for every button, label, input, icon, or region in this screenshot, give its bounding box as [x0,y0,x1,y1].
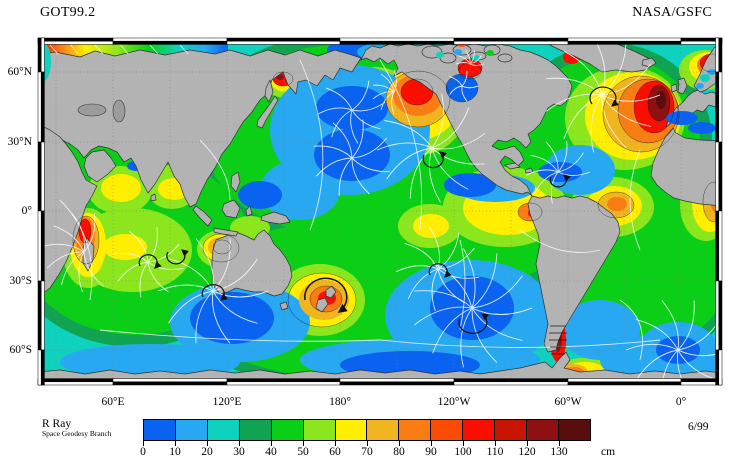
colorbar-segment [303,420,336,440]
colorbar-tick [175,441,176,446]
colorbar-segment [495,420,528,440]
colorbar-segment [431,420,464,440]
colorbar-segment [335,420,368,440]
colorbar-tick [431,441,432,446]
lat-tick-label: 30°N [7,135,32,148]
colorbar-tick [495,441,496,446]
colorbar-tick [367,441,368,446]
lon-tick-label: 60°W [554,396,582,408]
colorbar-tick-label: 130 [550,446,568,458]
colorbar-segment [271,420,304,440]
colorbar-segment [558,420,590,440]
colorbar-segment [144,420,176,440]
amphidrome-rotation-arrows [138,86,619,334]
cotidal-sweep-lines [49,43,661,361]
lon-tick-label: 120°W [437,396,471,408]
lon-tick-label: 180° [329,396,351,408]
colorbar-tick-label: 40 [265,446,277,458]
agency-label: NASA/GSFC [632,5,712,20]
colorbar-tick-label: 10 [169,446,181,458]
colorbar-tick-label: 20 [201,446,213,458]
lon-tick-label: 60°E [101,396,125,408]
colorbar-segment [399,420,432,440]
colorbar-tick-label: 100 [454,446,472,458]
colorbar-unit-label: cm [601,446,616,458]
lat-tick-label: 0° [21,204,32,217]
credit-organization: Space Geodesy Branch [42,429,112,439]
colorbar-segment [207,420,240,440]
colorbar-tick-label: 90 [425,446,437,458]
colorbar-tick-label: 70 [361,446,373,458]
colorbar-segment [463,420,496,440]
colorbar-tick [303,441,304,446]
colorbar-tick [335,441,336,446]
date-label: 6/99 [688,421,709,433]
colorbar-tick-label: 120 [518,446,536,458]
colorbar-tick [143,441,144,446]
colorbar-tick [399,441,400,446]
colorbar-tick [463,441,464,446]
lon-tick-label: 120°E [212,396,242,408]
colorbar-tick-label: 50 [297,446,309,458]
colorbar-tick-label: 60 [329,446,341,458]
colorbar-tick [207,441,208,446]
colorbar-tick-label: 80 [393,446,405,458]
colorbar-tick-label: 0 [140,446,146,458]
lat-tick-label: 60°S [9,343,33,356]
lon-tick-label: 0° [675,396,687,408]
contour-outlines [72,53,722,355]
colorbar-scale: 0 10 20 30 40 50 60 70 80 90 100 110 120 130 cm [140,441,623,463]
colorbar-tick-label: 110 [486,446,504,458]
lat-tick-label: 30°S [9,274,33,287]
model-name-label: GOT99.2 [40,5,96,20]
colorbar-tick [559,441,560,446]
credit-block: R Ray Space Geodesy Branch [42,418,112,438]
colorbar [143,419,591,441]
credit-name: R Ray [42,418,72,430]
colorbar-segment [527,420,559,440]
colorbar-segment [239,420,272,440]
colorbar-tick-label: 30 [233,446,245,458]
colorbar-segment [367,420,400,440]
colorbar-tick [527,441,528,446]
lat-tick-label: 60°N [7,65,32,78]
colorbar-tick [271,441,272,446]
map-frame [37,37,723,386]
colorbar-segment [175,420,208,440]
cotidal-lines [44,38,722,385]
colorbar-tick [239,441,240,446]
